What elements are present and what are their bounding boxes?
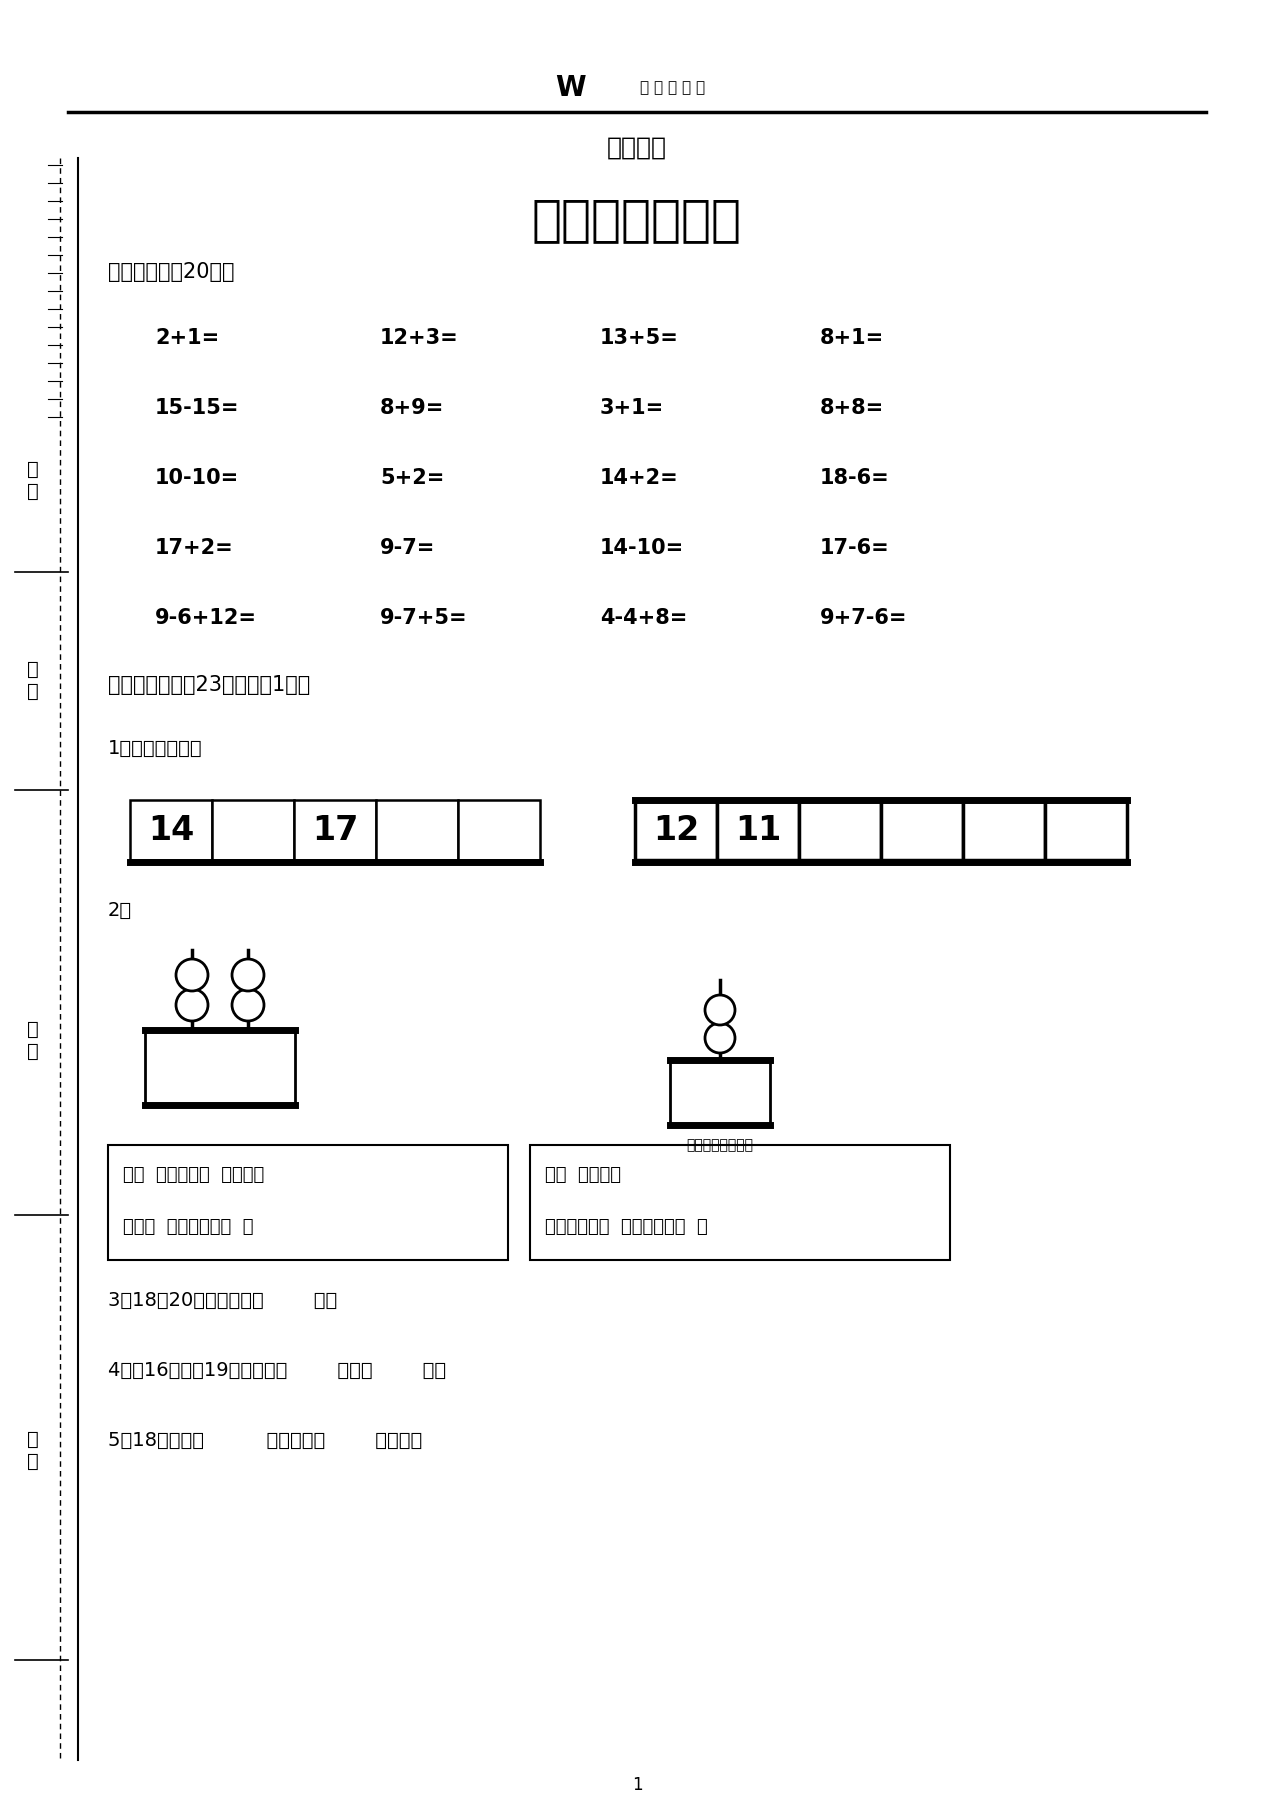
- Text: 8+9=: 8+9=: [380, 399, 445, 419]
- Bar: [634, 799, 717, 861]
- Text: 1: 1: [632, 1775, 642, 1793]
- Text: 14: 14: [148, 814, 194, 846]
- Text: 8+8=: 8+8=: [820, 399, 884, 419]
- Text: 14+2=: 14+2=: [600, 467, 679, 489]
- Text: 11: 11: [735, 814, 781, 846]
- Text: 别
班: 别 班: [27, 1019, 39, 1061]
- Bar: [1045, 799, 1127, 861]
- Bar: [670, 1061, 769, 1126]
- Text: 号
考: 号 考: [27, 460, 39, 500]
- Text: 17+2=: 17+2=: [155, 538, 233, 557]
- Text: 一年级数学试卷: 一年级数学试卷: [533, 197, 741, 244]
- Text: 这个数是：（  ），读作：（  ）: 这个数是：（ ），读作：（ ）: [545, 1218, 708, 1236]
- Text: 2+1=: 2+1=: [155, 328, 219, 348]
- Bar: [211, 799, 294, 861]
- Circle shape: [176, 960, 208, 990]
- Bar: [108, 1146, 508, 1259]
- Circle shape: [232, 989, 264, 1021]
- Text: 4-4+8=: 4-4+8=: [600, 608, 688, 628]
- Text: 14-10=: 14-10=: [600, 538, 684, 557]
- Text: 校
学: 校 学: [27, 1429, 39, 1470]
- Text: 10-10=: 10-10=: [155, 467, 240, 489]
- Text: 3、18和20中间的数是（        ）。: 3、18和20中间的数是（ ）。: [108, 1290, 338, 1310]
- Bar: [799, 799, 882, 861]
- Text: 15-15=: 15-15=: [155, 399, 240, 419]
- Bar: [717, 799, 799, 861]
- Bar: [457, 799, 540, 861]
- Text: 2、: 2、: [108, 900, 132, 920]
- Text: 4、比16大、比19小的数是（        ）和（        ）。: 4、比16大、比19小的数是（ ）和（ ）。: [108, 1360, 446, 1380]
- Bar: [882, 799, 963, 861]
- Circle shape: [176, 989, 208, 1021]
- Bar: [530, 1146, 950, 1259]
- Text: 9-7=: 9-7=: [380, 538, 436, 557]
- Text: 3+1=: 3+1=: [600, 399, 664, 419]
- Bar: [130, 799, 211, 861]
- Text: W: W: [554, 74, 585, 103]
- Bar: [294, 799, 376, 861]
- Circle shape: [705, 1023, 735, 1054]
- Bar: [963, 799, 1045, 861]
- Text: 是：（  ），读作：（  ）: 是：（ ），读作：（ ）: [124, 1218, 254, 1236]
- Text: 13+5=: 13+5=: [600, 328, 679, 348]
- Text: 18-6=: 18-6=: [820, 467, 889, 489]
- Text: 5+2=: 5+2=: [380, 467, 445, 489]
- Text: 9+7-6=: 9+7-6=: [820, 608, 907, 628]
- Text: 9-7+5=: 9-7+5=: [380, 608, 468, 628]
- Text: 名
姓: 名 姓: [27, 660, 39, 700]
- Circle shape: [232, 960, 264, 990]
- Bar: [376, 799, 457, 861]
- Text: 期末考试: 期末考试: [606, 135, 668, 161]
- Text: 17-6=: 17-6=: [820, 538, 889, 557]
- Text: 9-6+12=: 9-6+12=: [155, 608, 257, 628]
- Text: 8+1=: 8+1=: [820, 328, 884, 348]
- Text: 有（  ）个十和（  ）个一的: 有（ ）个十和（ ）个一的: [124, 1165, 264, 1183]
- Circle shape: [705, 996, 735, 1025]
- Text: 17: 17: [312, 814, 358, 846]
- Text: 二、填一填。（23分，每空1分）: 二、填一填。（23分，每空1分）: [108, 675, 311, 695]
- Text: 5、18里面有（          ）个十，（        ）个一。: 5、18里面有（ ）个十，（ ）个一。: [108, 1431, 422, 1449]
- Text: 12+3=: 12+3=: [380, 328, 459, 348]
- Text: 十位个位十位个位: 十位个位十位个位: [687, 1138, 753, 1153]
- Text: 一、口算。（20分）: 一、口算。（20分）: [108, 262, 234, 281]
- Bar: [145, 1030, 296, 1106]
- Text: 1、按规律填数。: 1、按规律填数。: [108, 738, 203, 758]
- Text: 书 林 工 作 坊: 书 林 工 作 坊: [640, 81, 705, 96]
- Text: 12: 12: [652, 814, 699, 846]
- Text: 有（  ）个十。: 有（ ）个十。: [545, 1165, 620, 1183]
